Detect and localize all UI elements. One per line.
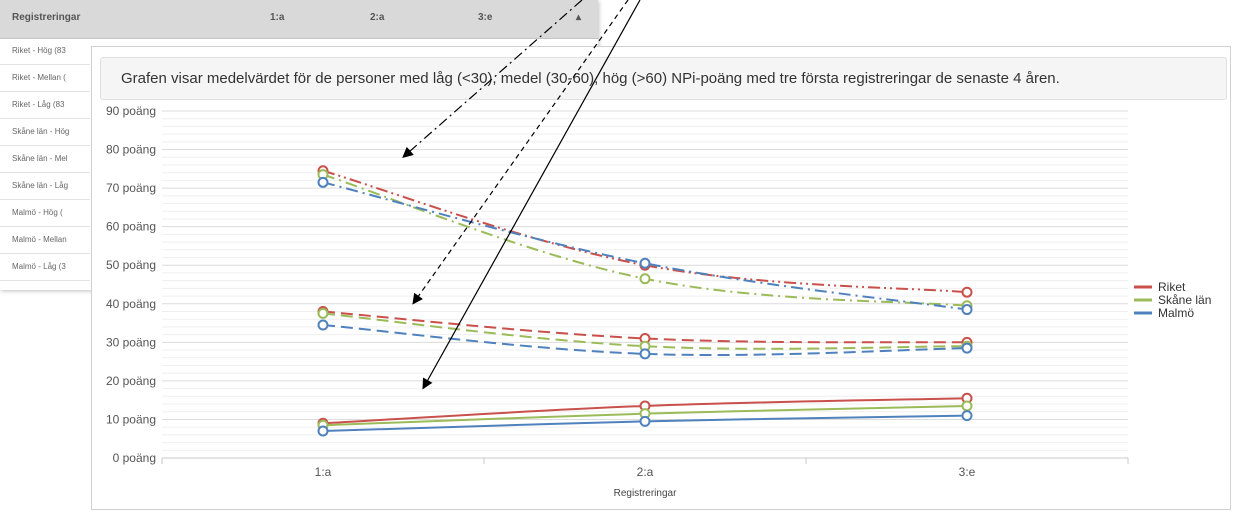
data-point: [639, 273, 651, 285]
table-row: Riket - Låg (83: [0, 92, 90, 119]
table-header-cell: 3:e: [478, 12, 493, 23]
data-point: [639, 257, 651, 269]
y-tick-label: 0 poäng: [113, 451, 156, 465]
data-point: [317, 307, 329, 319]
x-tick-label: 1:a: [315, 465, 332, 479]
y-tick-label: 60 poäng: [106, 220, 156, 234]
series-line: [322, 181, 968, 311]
y-tick-label: 80 poäng: [106, 143, 156, 157]
y-tick-label: 50 poäng: [106, 258, 156, 272]
table-row-label: Riket - Låg (83: [12, 100, 65, 109]
annotation-arrow: [412, 0, 629, 305]
table-row-label: Malmö - Mellan: [12, 235, 67, 244]
table-row: Riket - Hög (83: [0, 38, 90, 65]
table-row-label: Riket - Hög (83: [12, 46, 66, 55]
scroll-up-icon[interactable]: ▴: [576, 12, 582, 23]
data-point: [961, 410, 973, 422]
annotation-arrow: [422, 0, 641, 390]
data-point: [317, 319, 329, 331]
data-point: [961, 400, 973, 412]
data-point: [317, 176, 329, 188]
table-header-cell: 2:a: [370, 12, 385, 23]
legend-label: Skåne län: [1158, 293, 1211, 307]
table-row: Skåne län - Låg: [0, 173, 90, 200]
table-row-label: Skåne län - Mel: [12, 154, 68, 163]
table-row: Riket - Mellan (: [0, 65, 90, 92]
table-row: Skåne län - Hög: [0, 119, 90, 146]
data-point: [639, 415, 651, 427]
series-line: [322, 310, 968, 344]
table-header-cell: Registreringar: [12, 12, 81, 23]
legend-label: Malmö: [1158, 306, 1194, 320]
series-line: [322, 173, 968, 307]
table-row: Malmö - Mellan: [0, 227, 90, 254]
y-tick-label: 40 poäng: [106, 297, 156, 311]
x-tick-label: 2:a: [637, 465, 654, 479]
data-point: [961, 304, 973, 316]
y-tick-label: 20 poäng: [106, 374, 156, 388]
table-row: Malmö - Hög (: [0, 200, 90, 227]
x-tick-label: 3:e: [959, 465, 976, 479]
chart-card: [91, 46, 1231, 510]
data-point: [961, 342, 973, 354]
chart-title-box: Grafen visar medelvärdet för de personer…: [100, 57, 1227, 100]
data-point: [639, 348, 651, 360]
series-line: [322, 312, 968, 350]
y-tick-label: 90 poäng: [106, 104, 156, 118]
series-line: [322, 323, 968, 356]
x-axis-label: Registreringar: [614, 488, 677, 499]
table-row-label: Skåne län - Låg: [12, 181, 69, 190]
legend-label: Riket: [1158, 280, 1186, 294]
table-row-label: Malmö - Låg (3: [12, 262, 66, 271]
table-row: Malmö - Låg (3: [0, 254, 90, 281]
table-row-label: Malmö - Hög (: [12, 208, 63, 217]
y-tick-label: 10 poäng: [106, 412, 156, 426]
y-tick-label: 70 poäng: [106, 181, 156, 195]
table-row: Skåne län - Mel: [0, 146, 90, 173]
table-row-label: Riket - Mellan (: [12, 73, 66, 82]
chart-title: Grafen visar medelvärdet för de personer…: [121, 70, 1060, 87]
y-tick-label: 30 poäng: [106, 335, 156, 349]
table-header-cell: 1:a: [270, 12, 285, 23]
data-point: [317, 425, 329, 437]
table-row-label: Skåne län - Hög: [12, 127, 70, 136]
data-point: [961, 286, 973, 298]
table-header: Registreringar 1:a 2:a 3:e ▴: [0, 0, 598, 39]
